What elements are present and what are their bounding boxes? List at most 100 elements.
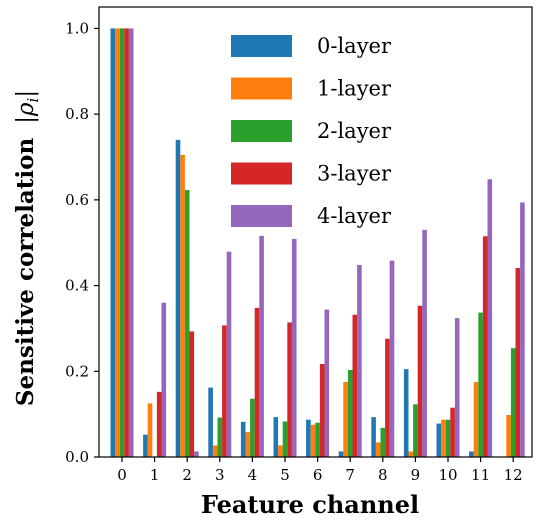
bar-0-layer-ch7 xyxy=(338,451,344,457)
bar-0-layer-ch0 xyxy=(110,28,116,458)
bar-3-layer-ch8 xyxy=(385,338,390,457)
bar-2-layer-ch2 xyxy=(184,190,190,457)
y-axis-title-bar-left: | xyxy=(13,116,39,124)
x-tick-label: 6 xyxy=(313,466,323,484)
bar-1-layer-ch7 xyxy=(343,382,348,457)
x-tick-label: 7 xyxy=(345,466,355,484)
legend-swatch-0-layer xyxy=(231,35,292,57)
bar-4-layer-ch6 xyxy=(324,309,330,457)
bar-3-layer-ch10 xyxy=(450,407,455,457)
bar-0-layer-ch3 xyxy=(208,387,213,457)
bar-2-layer-ch5 xyxy=(282,421,288,457)
legend: 0-layer 1-layer 2-layer 3-layer 4-layer xyxy=(231,34,392,228)
bar-4-layer-ch0 xyxy=(128,28,134,458)
bar-3-layer-ch0 xyxy=(124,28,129,458)
bar-0-layer-ch11 xyxy=(469,451,474,457)
bar-0-layer-ch9 xyxy=(403,369,409,457)
bar-0-layer-ch6 xyxy=(306,419,311,457)
bar-3-layer-ch11 xyxy=(482,236,488,457)
bar-2-layer-ch7 xyxy=(347,370,353,457)
bar-4-layer-ch12 xyxy=(520,202,525,457)
bar-3-layer-ch2 xyxy=(189,331,195,457)
bar-2-layer-ch12 xyxy=(510,348,516,457)
bar-0-layer-ch2 xyxy=(175,139,181,457)
x-tick-label: 8 xyxy=(378,466,388,484)
bar-2-layer-ch3 xyxy=(217,417,223,457)
bar-4-layer-ch2 xyxy=(194,451,199,457)
bar-4-layer-ch11 xyxy=(487,179,493,458)
y-tick-label: 1.0 xyxy=(65,19,89,37)
bar-3-layer-ch9 xyxy=(417,305,423,457)
legend-swatch-4-layer xyxy=(231,205,292,227)
bar-2-layer-ch0 xyxy=(119,28,125,458)
bar-1-layer-ch5 xyxy=(278,445,283,457)
bar-1-layer-ch12 xyxy=(506,415,511,457)
bar-4-layer-ch8 xyxy=(389,260,395,457)
y-axis-title: Sensitive correlation |ρi| xyxy=(12,90,42,406)
bar-1-layer-ch11 xyxy=(473,382,479,457)
bar-4-layer-ch9 xyxy=(422,229,427,457)
bar-1-layer-ch1 xyxy=(147,403,153,457)
x-tick-label: 10 xyxy=(438,466,457,484)
x-tick-label: 3 xyxy=(215,466,225,484)
legend-label-2-layer: 2-layer xyxy=(317,119,392,143)
bar-2-layer-ch8 xyxy=(380,427,386,457)
bar-4-layer-ch10 xyxy=(454,318,460,457)
y-tick-label: 0.0 xyxy=(65,448,89,466)
x-tick-label: 11 xyxy=(471,466,490,484)
bar-1-layer-ch4 xyxy=(245,432,251,457)
x-tick-label: 1 xyxy=(150,466,160,484)
bar-0-layer-ch8 xyxy=(371,417,376,457)
bar-0-layer-ch10 xyxy=(436,423,442,457)
x-tick-label: 2 xyxy=(182,466,192,484)
y-axis-title-subscript: i xyxy=(24,97,42,102)
legend-swatch-1-layer xyxy=(231,77,292,100)
bar-3-layer-ch3 xyxy=(222,325,227,457)
bar-1-layer-ch3 xyxy=(212,445,218,457)
bar-2-layer-ch4 xyxy=(250,398,255,457)
axes-layer: 0.00.20.40.60.81.00 1 2 3 4 5 6 7 8 9 10 11 12 xyxy=(65,6,533,484)
bar-1-layer-ch0 xyxy=(115,28,120,458)
bar-3-layer-ch4 xyxy=(254,307,260,457)
bar-2-layer-ch9 xyxy=(413,404,418,457)
x-tick-label: 4 xyxy=(248,466,258,484)
bar-4-layer-ch4 xyxy=(259,235,264,457)
bar-4-layer-ch1 xyxy=(161,302,167,457)
bar-3-layer-ch12 xyxy=(515,268,521,457)
bar-0-layer-ch4 xyxy=(240,421,246,457)
y-axis-title-bar-right: | xyxy=(13,90,39,98)
y-tick-label: 0.6 xyxy=(65,191,89,209)
plot-frame xyxy=(98,6,533,458)
bar-1-layer-ch8 xyxy=(375,442,381,457)
bar-2-layer-ch11 xyxy=(478,312,483,457)
bar-1-layer-ch2 xyxy=(180,154,185,457)
bar-3-layer-ch7 xyxy=(352,314,358,457)
bar-1-layer-ch6 xyxy=(310,424,316,457)
x-tick-label: 12 xyxy=(504,466,523,484)
bar-0-layer-ch1 xyxy=(143,434,148,457)
bar-2-layer-ch10 xyxy=(445,419,451,457)
bar-1-layer-ch9 xyxy=(408,451,414,457)
y-tick-label: 0.2 xyxy=(65,362,89,380)
bar-3-layer-ch6 xyxy=(319,364,325,457)
legend-label-0-layer: 0-layer xyxy=(317,34,392,58)
bars-layer xyxy=(110,28,525,458)
bar-4-layer-ch3 xyxy=(226,251,232,457)
x-tick-label: 0 xyxy=(117,466,127,484)
x-axis-title: Feature channel xyxy=(201,490,419,519)
bar-3-layer-ch1 xyxy=(156,391,162,457)
legend-swatch-2-layer xyxy=(231,120,292,142)
bar-2-layer-ch6 xyxy=(315,422,320,457)
y-axis-title-symbol: ρ xyxy=(13,102,39,117)
x-tick-label: 9 xyxy=(411,466,421,484)
legend-label-1-layer: 1-layer xyxy=(317,77,392,101)
y-tick-label: 0.8 xyxy=(65,105,89,123)
y-axis-title-text: Sensitive correlation xyxy=(12,138,39,407)
legend-label-4-layer: 4-layer xyxy=(317,204,392,228)
bar-0-layer-ch5 xyxy=(273,417,279,457)
legend-swatch-3-layer xyxy=(231,162,292,185)
bar-1-layer-ch10 xyxy=(441,419,446,457)
bar-3-layer-ch5 xyxy=(287,322,292,457)
x-tick-label: 5 xyxy=(280,466,290,484)
